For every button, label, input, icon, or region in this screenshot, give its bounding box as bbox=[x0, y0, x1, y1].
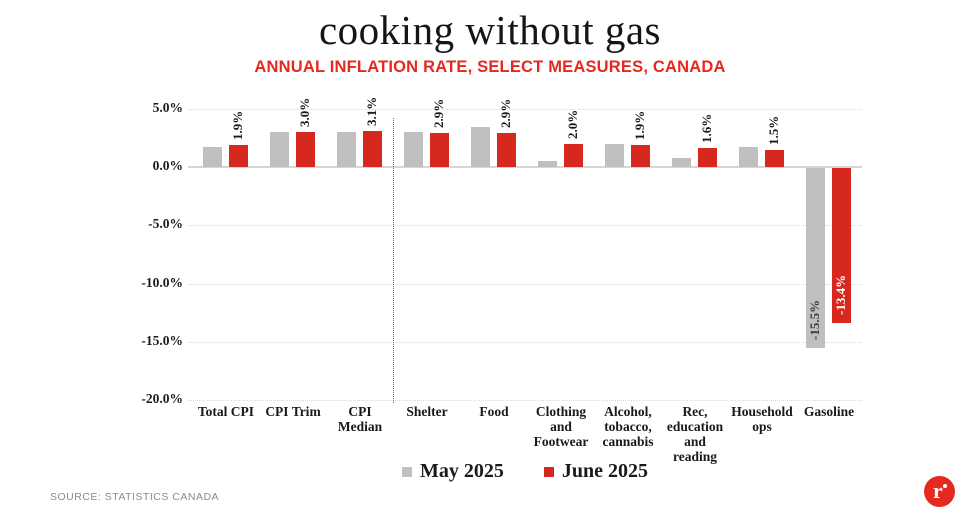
bar-value-label: 3.1% bbox=[364, 96, 379, 126]
gridline bbox=[188, 341, 862, 343]
bar-may-2025-total-cpi bbox=[202, 147, 222, 167]
bar-june-2025-alcohol-tobacco-cannabis bbox=[630, 144, 650, 167]
bar-value-label: 1.5% bbox=[766, 115, 781, 145]
series-separator-line bbox=[393, 118, 394, 403]
y-axis-tick-label: -15.0% bbox=[141, 332, 183, 348]
bar-value-label: 3.0% bbox=[297, 97, 312, 128]
bar-june-2025-food bbox=[496, 133, 516, 167]
x-axis-label-food: Food bbox=[479, 404, 509, 419]
y-axis-tick-label: -5.0% bbox=[148, 216, 183, 232]
x-axis-label-household-ops: Household ops bbox=[731, 404, 793, 434]
legend-swatch-june bbox=[543, 466, 554, 477]
x-axis-label-rec-education-and-reading: Rec, education and reading bbox=[666, 404, 724, 464]
logo-letter: r bbox=[933, 478, 943, 503]
bar-may-2025-gasoline bbox=[805, 168, 825, 348]
bar-june-2025-gasoline bbox=[831, 168, 851, 324]
bar-may-2025-food bbox=[470, 127, 490, 167]
bar-value-label: 2.9% bbox=[498, 98, 513, 129]
x-axis-label-cpi-median: CPI Median bbox=[337, 404, 383, 434]
gridline bbox=[188, 108, 862, 110]
y-axis-tick-label: -20.0% bbox=[141, 391, 183, 407]
bar-value-label: -15.5% bbox=[807, 299, 822, 340]
x-axis-label-gasoline: Gasoline bbox=[803, 404, 855, 419]
bar-june-2025-shelter bbox=[429, 133, 449, 167]
bar-june-2025-cpi-median bbox=[362, 130, 382, 167]
zero-axis-line bbox=[188, 166, 862, 168]
bar-june-2025-household-ops bbox=[764, 149, 784, 167]
y-axis-tick-label: -10.0% bbox=[141, 274, 183, 290]
legend-swatch-may bbox=[401, 466, 412, 477]
legend-item-may: May 2025 bbox=[401, 460, 504, 483]
x-axis-label-shelter: Shelter bbox=[406, 404, 448, 419]
bar-value-label: 1.6% bbox=[699, 114, 714, 144]
bar-june-2025-total-cpi bbox=[228, 144, 248, 167]
gridline bbox=[188, 225, 862, 227]
x-axis-label-total-cpi: Total CPI bbox=[197, 404, 255, 419]
y-axis-tick-label: 0.0% bbox=[152, 158, 183, 173]
legend-label-may: May 2025 bbox=[419, 460, 504, 482]
bar-june-2025-cpi-trim bbox=[295, 132, 315, 167]
logo-dot-icon bbox=[943, 484, 947, 488]
chart-subtitle: ANNUAL INFLATION RATE, SELECT MEASURES, … bbox=[254, 58, 726, 76]
y-axis-tick-label: 5.0% bbox=[152, 99, 183, 115]
bar-may-2025-cpi-trim bbox=[269, 132, 289, 167]
bar-june-2025-rec-education-and-reading bbox=[697, 148, 717, 167]
bar-value-label: 1.9% bbox=[230, 110, 245, 140]
chart-title: cooking without gas bbox=[318, 7, 662, 53]
bar-value-label: 2.9% bbox=[431, 98, 446, 129]
source-text: SOURCE: STATISTICS CANADA bbox=[50, 491, 220, 503]
bar-may-2025-cpi-median bbox=[336, 132, 356, 167]
gridline bbox=[188, 400, 862, 402]
reuters-logo: r bbox=[924, 476, 955, 507]
bar-may-2025-rec-education-and-reading bbox=[671, 157, 691, 167]
gridline bbox=[188, 283, 862, 285]
chart-legend: May 2025 June 2025 bbox=[188, 460, 862, 483]
legend-item-june: June 2025 bbox=[543, 460, 648, 483]
bar-june-2025-clothing-and-footwear bbox=[563, 143, 583, 167]
bar-may-2025-household-ops bbox=[738, 147, 758, 167]
bar-may-2025-shelter bbox=[403, 132, 423, 167]
x-axis-label-clothing-and-footwear: Clothing and Footwear bbox=[533, 404, 589, 449]
bar-may-2025-clothing-and-footwear bbox=[537, 161, 557, 167]
legend-label-june: June 2025 bbox=[561, 460, 648, 482]
bar-value-label: 2.0% bbox=[565, 109, 580, 139]
bar-may-2025-alcohol-tobacco-cannabis bbox=[604, 143, 624, 167]
x-axis-label-cpi-trim: CPI Trim bbox=[265, 404, 321, 419]
bar-value-label: 1.9% bbox=[632, 110, 647, 140]
bar-value-label: -13.4% bbox=[833, 275, 848, 316]
x-axis-label-alcohol-tobacco-cannabis: Alcohol, tobacco, cannabis bbox=[602, 404, 654, 449]
